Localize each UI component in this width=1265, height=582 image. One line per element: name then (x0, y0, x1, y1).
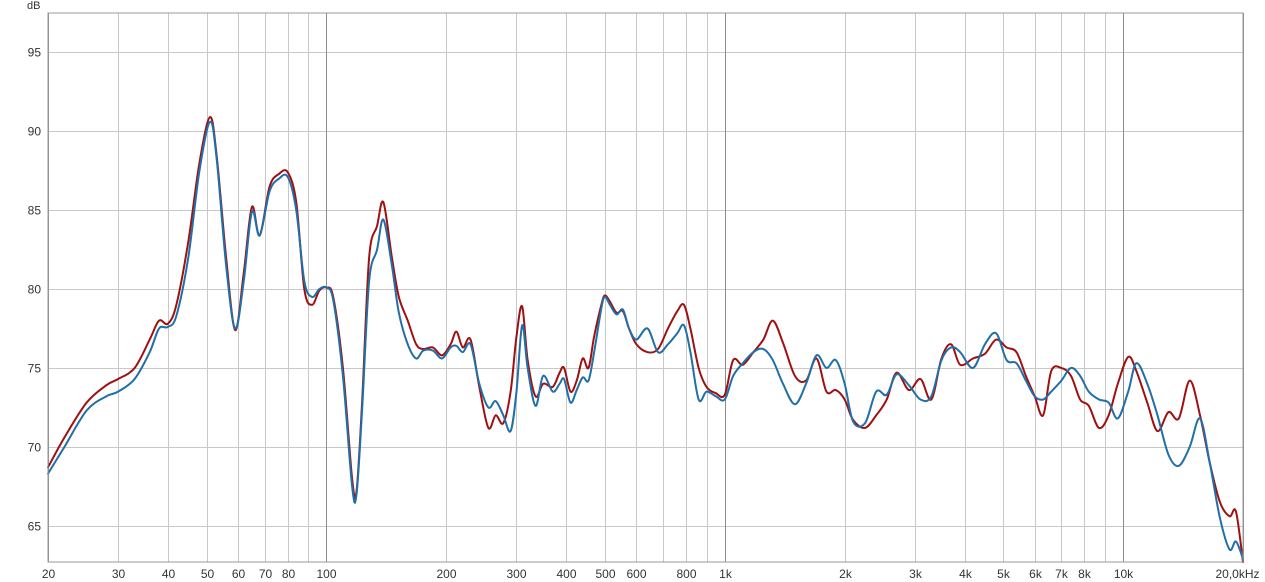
x-tick-label-6000: 6k (1029, 567, 1043, 581)
x-tick-label-100: 100 (316, 567, 336, 581)
x-tick-label-20000: 20,0kHz (1215, 567, 1259, 581)
x-tick-label-5000: 5k (997, 567, 1011, 581)
y-axis-unit-label: dB (27, 0, 40, 12)
x-tick-label-400: 400 (556, 567, 576, 581)
tick-labels: 65 70 75 80 85 90 95 20 30 40 50 60 70 80 100 200 300 400… (28, 46, 1260, 582)
y-tick-label-90: 90 (28, 125, 42, 139)
x-tick-label-70: 70 (259, 567, 273, 581)
x-tick-label-7000: 7k (1055, 567, 1069, 581)
x-tick-label-500: 500 (595, 567, 615, 581)
x-tick-label-80: 80 (282, 567, 296, 581)
x-tick-label-2000: 2k (839, 567, 853, 581)
y-tick-label-70: 70 (28, 441, 42, 455)
x-tick-label-200: 200 (436, 567, 456, 581)
y-tick-label-85: 85 (28, 204, 42, 218)
x-tick-label-10000: 10k (1114, 567, 1134, 581)
x-tick-label-20: 20 (42, 567, 56, 581)
x-tick-label-40: 40 (162, 567, 176, 581)
x-tick-label-8000: 8k (1078, 567, 1092, 581)
series-line-2 (47, 120, 1244, 560)
y-tick-label-75: 75 (28, 362, 42, 376)
x-tick-label-50: 50 (201, 567, 215, 581)
plot-area-background (48, 13, 1243, 562)
x-tick-label-60: 60 (232, 567, 246, 581)
y-tick-label-95: 95 (28, 46, 42, 60)
series-layer (47, 116, 1244, 563)
x-tick-label-30: 30 (112, 567, 126, 581)
y-tick-label-80: 80 (28, 283, 42, 297)
plot-area-border (47, 12, 1244, 563)
grid-lines (48, 13, 1244, 562)
x-tick-label-600: 600 (626, 567, 646, 581)
x-tick-label-800: 800 (676, 567, 696, 581)
x-tick-label-300: 300 (506, 567, 526, 581)
x-tick-label-3000: 3k (909, 567, 923, 581)
y-tick-label-65: 65 (28, 520, 42, 534)
x-tick-label-4000: 4k (959, 567, 973, 581)
x-tick-label-1000: 1k (719, 567, 733, 581)
